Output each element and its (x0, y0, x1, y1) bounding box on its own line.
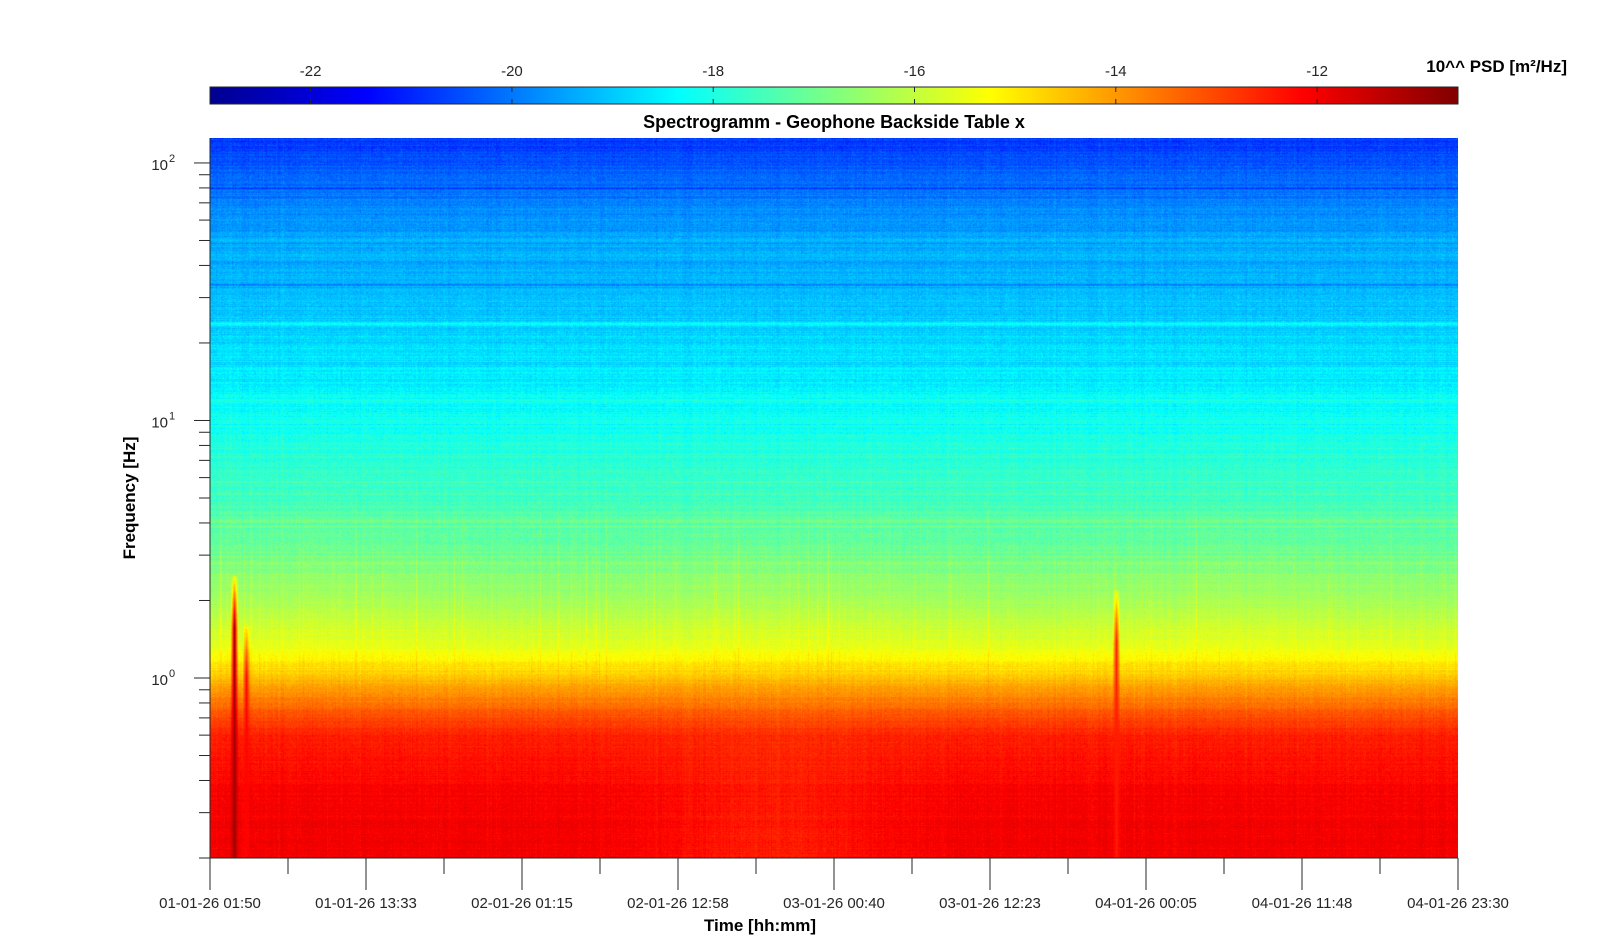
y-tick-label: 10 (151, 157, 168, 174)
x-tick-label: 02-01-26 12:58 (627, 895, 729, 912)
x-tick-label: 04-01-26 11:48 (1252, 895, 1353, 912)
colorbar: -22 -20 -18 -16 -14 -12 10^^ PSD [m²/Hz] (209, 57, 1567, 105)
y-tick-label-base: 10 (151, 414, 168, 431)
x-tick-label: 01-01-26 01:50 (159, 895, 261, 912)
colorbar-bar (209, 86, 1459, 105)
y-tick-label: 10 (151, 414, 168, 431)
colorbar-tick-label: -20 (501, 63, 523, 80)
colorbar-tick-label: -16 (904, 63, 926, 80)
colorbar-tick-label: -18 (702, 63, 724, 80)
y-tick-label-exponent: 1 (169, 410, 175, 422)
x-tick-label: 04-01-26 23:30 (1407, 895, 1509, 912)
y-tick-label: 10 (151, 672, 168, 689)
colorbar-tick-label: -12 (1306, 63, 1328, 80)
spectrogram-heatmap (210, 138, 1458, 858)
y-tick-label-base: 10 (151, 672, 168, 689)
x-axis-label: Time [hh:mm] (704, 916, 816, 935)
x-axis: 01-01-26 01:50 01-01-26 13:33 02-01-26 01:… (159, 857, 1509, 935)
colorbar-ticks: -22 -20 -18 -16 -14 -12 (300, 63, 1328, 104)
spectrogram-canvas (210, 138, 1458, 858)
colorbar-label: 10^^ PSD [m²/Hz] (1426, 57, 1567, 76)
chart-title: Spectrogramm - Geophone Backside Table x (643, 112, 1025, 132)
colorbar-tick-label: -22 (300, 63, 322, 80)
x-tick-label: 01-01-26 13:33 (315, 895, 417, 912)
colorbar-tick-label: -14 (1105, 63, 1127, 80)
y-axis-label: Frequency [Hz] (120, 437, 139, 560)
y-tick-label-base: 10 (151, 157, 168, 174)
x-tick-label: 03-01-26 12:23 (939, 895, 1041, 912)
x-tick-label: 03-01-26 00:40 (783, 895, 885, 912)
y-tick-label-exponent: 0 (169, 668, 175, 680)
x-ticks: 01-01-26 01:50 01-01-26 13:33 02-01-26 01:… (159, 858, 1509, 912)
x-tick-label: 04-01-26 00:05 (1095, 895, 1197, 912)
x-tick-label: 02-01-26 01:15 (471, 895, 573, 912)
y-tick-label-exponent: 2 (169, 153, 175, 165)
